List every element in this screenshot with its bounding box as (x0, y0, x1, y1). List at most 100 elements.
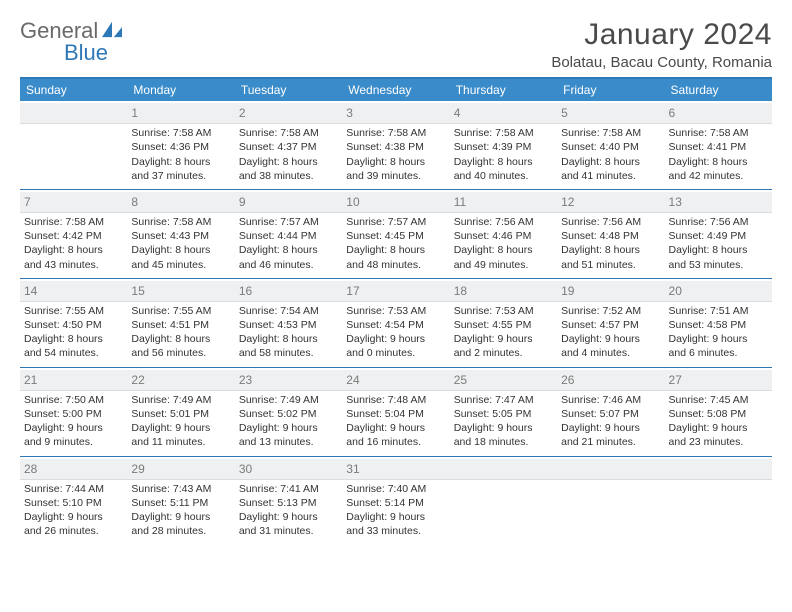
day2-text: and 51 minutes. (561, 258, 660, 272)
day1-text: Daylight: 9 hours (24, 510, 123, 524)
calendar-day: 18Sunrise: 7:53 AMSunset: 4:55 PMDayligh… (450, 279, 557, 367)
sunrise-text: Sunrise: 7:53 AM (346, 304, 445, 318)
weekday-header: Tuesday (235, 79, 342, 101)
day1-text: Daylight: 8 hours (346, 155, 445, 169)
day1-text: Daylight: 8 hours (346, 243, 445, 257)
daynum-row (557, 459, 664, 480)
daynum-row: 4 (450, 103, 557, 124)
day-number: 29 (131, 462, 144, 476)
calendar-day: 30Sunrise: 7:41 AMSunset: 5:13 PMDayligh… (235, 457, 342, 545)
day-number: 27 (669, 373, 682, 387)
calendar-day (450, 457, 557, 545)
daynum-row: 9 (235, 192, 342, 213)
sunrise-text: Sunrise: 7:49 AM (239, 393, 338, 407)
sunrise-text: Sunrise: 7:52 AM (561, 304, 660, 318)
day2-text: and 13 minutes. (239, 435, 338, 449)
calendar-day: 14Sunrise: 7:55 AMSunset: 4:50 PMDayligh… (20, 279, 127, 367)
day-number: 16 (239, 284, 252, 298)
day-number: 12 (561, 195, 574, 209)
day-number: 23 (239, 373, 252, 387)
daynum-row: 2 (235, 103, 342, 124)
sunrise-text: Sunrise: 7:57 AM (346, 215, 445, 229)
sunrise-text: Sunrise: 7:58 AM (669, 126, 768, 140)
day1-text: Daylight: 8 hours (669, 155, 768, 169)
calendar-day: 24Sunrise: 7:48 AMSunset: 5:04 PMDayligh… (342, 368, 449, 456)
daynum-row: 17 (342, 281, 449, 302)
calendar-day: 7Sunrise: 7:58 AMSunset: 4:42 PMDaylight… (20, 190, 127, 278)
daynum-row: 13 (665, 192, 772, 213)
calendar-day: 1Sunrise: 7:58 AMSunset: 4:36 PMDaylight… (127, 101, 234, 189)
day-number: 5 (561, 106, 568, 120)
day-number: 7 (24, 195, 31, 209)
daynum-row: 28 (20, 459, 127, 480)
calendar-day: 17Sunrise: 7:53 AMSunset: 4:54 PMDayligh… (342, 279, 449, 367)
weekday-header: Wednesday (342, 79, 449, 101)
day2-text: and 58 minutes. (239, 346, 338, 360)
sunrise-text: Sunrise: 7:54 AM (239, 304, 338, 318)
calendar-day: 10 Sunrise: 7:57 AMSunset: 4:45 PMDayligh… (342, 190, 449, 278)
day1-text: Daylight: 9 hours (131, 510, 230, 524)
day1-text: Daylight: 9 hours (561, 421, 660, 435)
calendar-day: 31Sunrise: 7:40 AMSunset: 5:14 PMDayligh… (342, 457, 449, 545)
day-number: 4 (454, 106, 461, 120)
sunset-text: Sunset: 5:04 PM (346, 407, 445, 421)
calendar-day: 5Sunrise: 7:58 AMSunset: 4:40 PMDaylight… (557, 101, 664, 189)
header: GeneralBlue January 2024 Bolatau, Bacau … (20, 18, 772, 71)
day1-text: Daylight: 8 hours (239, 332, 338, 346)
sunset-text: Sunset: 4:37 PM (239, 140, 338, 154)
day-number: 11 (454, 195, 466, 209)
daynum-row: 1 (127, 103, 234, 124)
sunset-text: Sunset: 4:55 PM (454, 318, 553, 332)
calendar-day: 13Sunrise: 7:56 AMSunset: 4:49 PMDayligh… (665, 190, 772, 278)
daynum-row: 10 (342, 192, 449, 213)
daynum-row: 23 (235, 370, 342, 391)
calendar-day: 27Sunrise: 7:45 AMSunset: 5:08 PMDayligh… (665, 368, 772, 456)
logo-text-blue: Blue (64, 40, 108, 66)
day2-text: and 23 minutes. (669, 435, 768, 449)
daynum-row: 31 (342, 459, 449, 480)
calendar-week: 1Sunrise: 7:58 AMSunset: 4:36 PMDaylight… (20, 101, 772, 190)
calendar-day: 25Sunrise: 7:47 AMSunset: 5:05 PMDayligh… (450, 368, 557, 456)
daynum-row: 5 (557, 103, 664, 124)
daynum-row: 8 (127, 192, 234, 213)
calendar-day: 23Sunrise: 7:49 AMSunset: 5:02 PMDayligh… (235, 368, 342, 456)
sunset-text: Sunset: 4:44 PM (239, 229, 338, 243)
sunrise-text: Sunrise: 7:53 AM (454, 304, 553, 318)
day-number: 21 (24, 373, 37, 387)
day2-text: and 40 minutes. (454, 169, 553, 183)
day-number: 10 (346, 195, 359, 209)
day2-text: and 39 minutes. (346, 169, 445, 183)
location: Bolatau, Bacau County, Romania (551, 54, 772, 71)
sunset-text: Sunset: 4:42 PM (24, 229, 123, 243)
sunrise-text: Sunrise: 7:43 AM (131, 482, 230, 496)
sunset-text: Sunset: 4:49 PM (669, 229, 768, 243)
sunrise-text: Sunrise: 7:45 AM (669, 393, 768, 407)
day-number: 2 (239, 106, 246, 120)
daynum-row: 21 (20, 370, 127, 391)
day1-text: Daylight: 9 hours (454, 332, 553, 346)
day-number (454, 462, 457, 476)
day-number: 9 (239, 195, 246, 209)
daynum-row: 7 (20, 192, 127, 213)
sunset-text: Sunset: 4:40 PM (561, 140, 660, 154)
day1-text: Daylight: 8 hours (24, 243, 123, 257)
day-number: 25 (454, 373, 467, 387)
sunrise-text: Sunrise: 7:58 AM (561, 126, 660, 140)
day1-text: Daylight: 8 hours (239, 243, 338, 257)
sunset-text: Sunset: 4:51 PM (131, 318, 230, 332)
day-number: 31 (346, 462, 359, 476)
sunset-text: Sunset: 4:45 PM (346, 229, 445, 243)
weekday-header: Monday (127, 79, 234, 101)
sunrise-text: Sunrise: 7:40 AM (346, 482, 445, 496)
sunrise-text: Sunrise: 7:46 AM (561, 393, 660, 407)
sunrise-text: Sunrise: 7:58 AM (454, 126, 553, 140)
daynum-row: 15 (127, 281, 234, 302)
weekday-header: Thursday (450, 79, 557, 101)
day1-text: Daylight: 9 hours (454, 421, 553, 435)
sunset-text: Sunset: 4:53 PM (239, 318, 338, 332)
daynum-row: 16 (235, 281, 342, 302)
day1-text: Daylight: 8 hours (131, 155, 230, 169)
sunset-text: Sunset: 4:41 PM (669, 140, 768, 154)
calendar-week: 21Sunrise: 7:50 AMSunset: 5:00 PMDayligh… (20, 368, 772, 457)
day-number: 22 (131, 373, 144, 387)
